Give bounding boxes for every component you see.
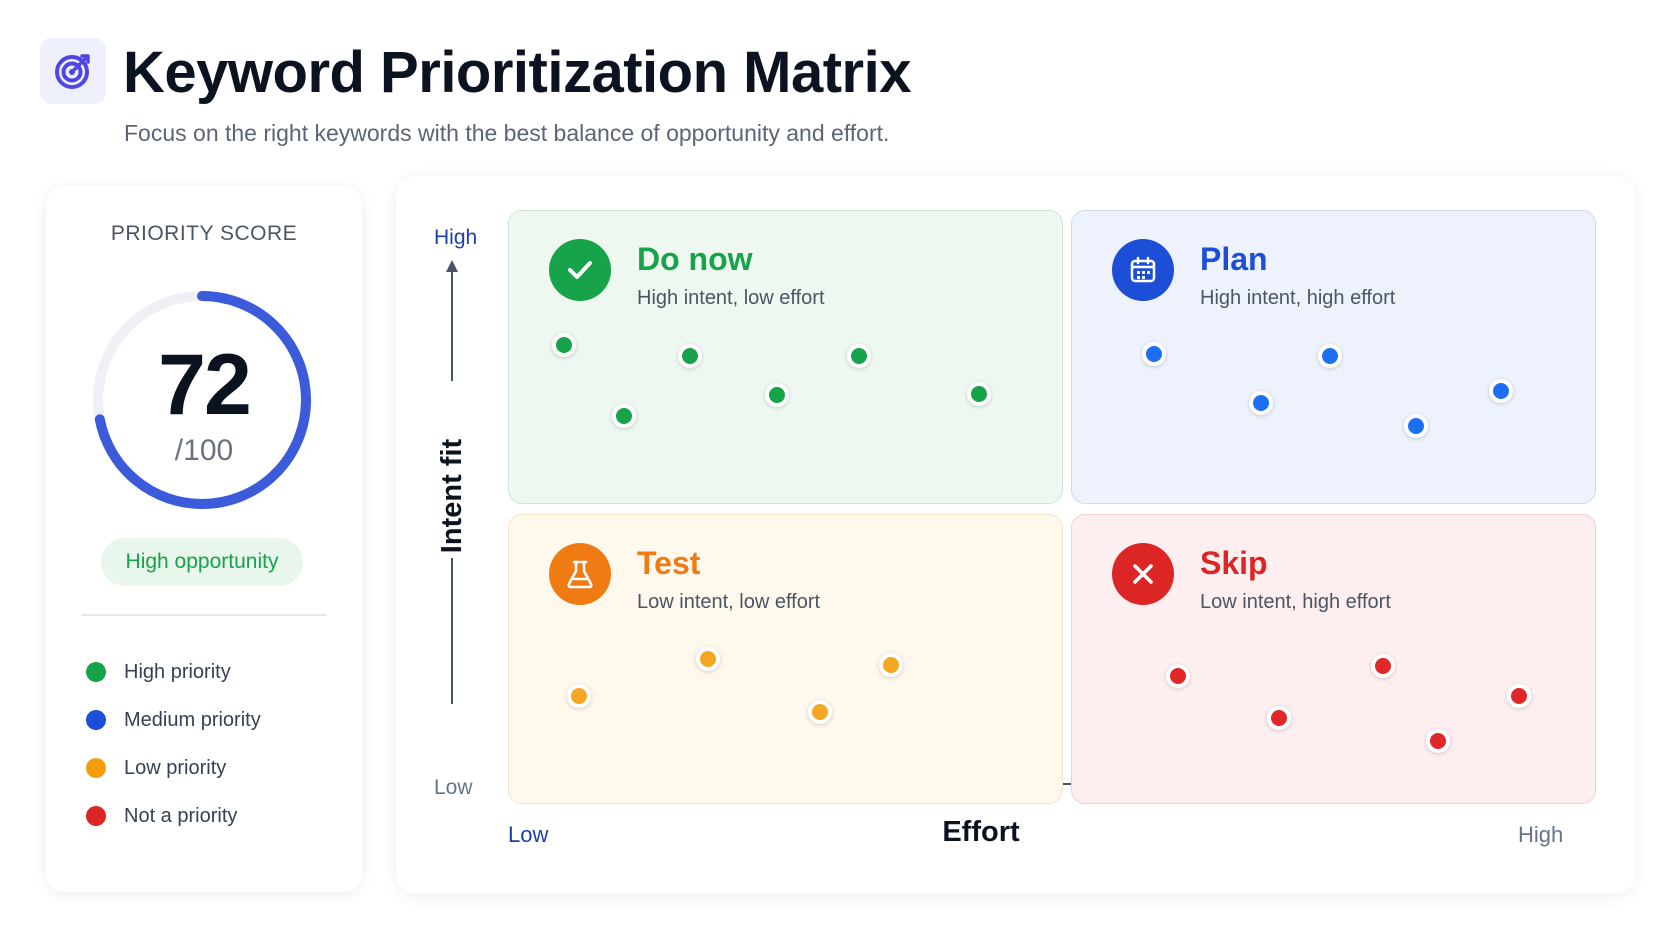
keyword-dot[interactable] <box>1489 379 1513 403</box>
divider <box>82 614 326 616</box>
keyword-dot[interactable] <box>1166 664 1190 688</box>
target-icon <box>40 38 106 104</box>
keyword-dot[interactable] <box>879 653 903 677</box>
score-denominator: /100 <box>174 434 234 467</box>
legend-item-not: Not a priority <box>86 792 261 840</box>
quadrant-title: Do now <box>637 241 753 277</box>
legend-label: High priority <box>124 660 231 683</box>
quadrant-title: Test <box>637 545 701 581</box>
orange-dot-icon <box>86 758 106 778</box>
legend-item-medium: Medium priority <box>86 696 261 744</box>
keyword-dot[interactable] <box>967 382 991 406</box>
keyword-dot[interactable] <box>765 383 789 407</box>
quadrant-title: Skip <box>1200 545 1268 581</box>
priority-matrix: High Intent fit Low Do now High intent, … <box>396 176 1635 894</box>
check-icon <box>549 239 611 301</box>
calendar-icon <box>1112 239 1174 301</box>
keyword-dot[interactable] <box>847 344 871 368</box>
green-dot-icon <box>86 662 106 682</box>
legend-item-low: Low priority <box>86 744 261 792</box>
page-header: Keyword Prioritization Matrix Focus on t… <box>40 38 1140 158</box>
quadrant-subtitle: High intent, high effort <box>1200 287 1396 309</box>
keyword-dot[interactable] <box>1371 654 1395 678</box>
keyword-dot[interactable] <box>1404 414 1428 438</box>
keyword-dot[interactable] <box>1142 342 1166 366</box>
quadrant-subtitle: Low intent, low effort <box>637 591 821 613</box>
quadrant-plan[interactable]: Plan High intent, high effort <box>1071 210 1596 504</box>
score-label: PRIORITY SCORE <box>110 222 298 245</box>
keyword-dot[interactable] <box>696 647 720 671</box>
keyword-dot[interactable] <box>1249 391 1273 415</box>
page-subtitle: Focus on the right keywords with the bes… <box>124 120 890 146</box>
keyword-dot[interactable] <box>1318 344 1342 368</box>
x-axis-low-label: Low <box>508 822 549 847</box>
close-icon <box>1112 543 1174 605</box>
quadrant-subtitle: Low intent, high effort <box>1200 591 1391 613</box>
keyword-dot[interactable] <box>612 404 636 428</box>
x-axis-high-label: High <box>1518 822 1564 847</box>
legend-item-high: High priority <box>86 648 261 696</box>
keyword-dot[interactable] <box>567 684 591 708</box>
legend-label: Low priority <box>124 756 227 779</box>
quadrant-skip[interactable]: Skip Low intent, high effort <box>1071 514 1596 804</box>
blue-dot-icon <box>86 710 106 730</box>
red-dot-icon <box>86 806 106 826</box>
keyword-dot[interactable] <box>1267 706 1291 730</box>
y-axis-high-label: High <box>434 226 478 249</box>
keyword-dot[interactable] <box>552 333 576 357</box>
keyword-dot[interactable] <box>808 700 832 724</box>
keyword-dot[interactable] <box>1426 729 1450 753</box>
quadrant-test[interactable]: Test Low intent, low effort <box>508 514 1063 804</box>
quadrant-do-now[interactable]: Do now High intent, low effort <box>508 210 1063 504</box>
quadrant-subtitle: High intent, low effort <box>637 287 825 309</box>
score-value: 72 <box>158 337 252 433</box>
priority-score-card: PRIORITY SCORE 72 /100 High opportunity … <box>46 186 362 892</box>
opportunity-badge: High opportunity <box>101 538 303 586</box>
y-axis-low-label: Low <box>434 776 473 799</box>
x-axis-title: Effort <box>942 816 1020 848</box>
flask-icon <box>549 543 611 605</box>
legend-label: Medium priority <box>124 708 261 731</box>
page-title: Keyword Prioritization Matrix <box>123 40 911 105</box>
score-gauge <box>93 291 311 509</box>
keyword-dot[interactable] <box>678 344 702 368</box>
priority-legend: High priority Medium priority Low priori… <box>86 648 261 840</box>
quadrant-title: Plan <box>1200 241 1268 277</box>
legend-label: Not a priority <box>124 804 238 827</box>
y-axis-title: Intent fit <box>436 438 468 554</box>
keyword-dot[interactable] <box>1507 684 1531 708</box>
